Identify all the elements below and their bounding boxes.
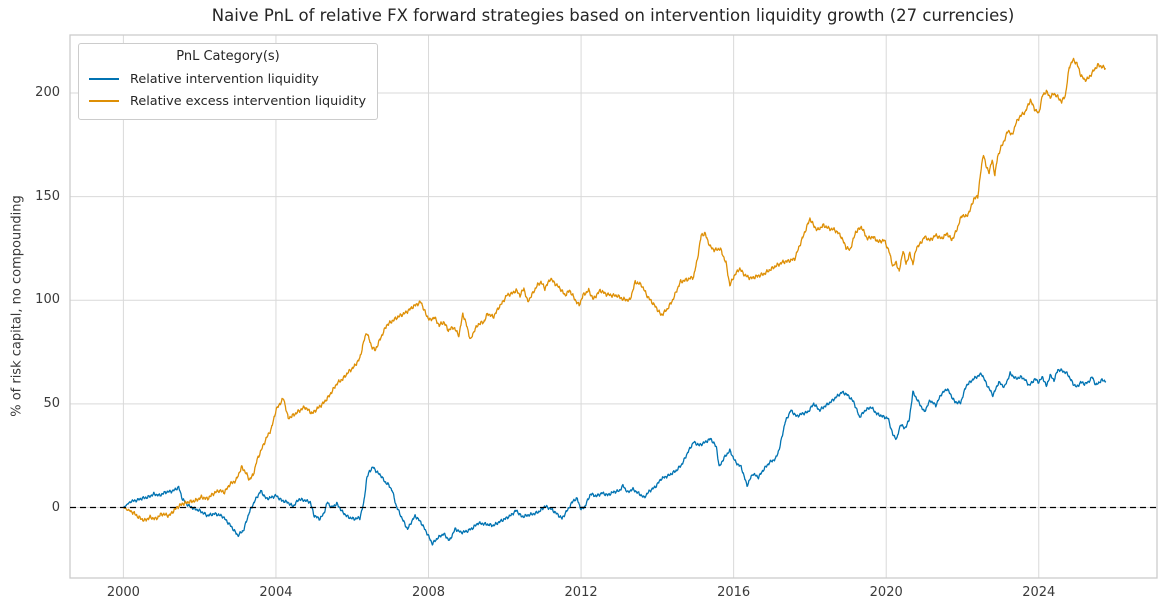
- x-tick-label: 2020: [869, 585, 903, 600]
- x-tick-label: 2008: [411, 585, 446, 600]
- y-tick-label: 200: [35, 85, 60, 101]
- x-tick-label: 2000: [106, 585, 140, 600]
- x-tick-label: 2016: [717, 585, 751, 600]
- legend: PnL Category(s) Relative intervention li…: [78, 43, 378, 120]
- x-tick-label: 2004: [259, 585, 293, 600]
- legend-entry-label: Relative excess intervention liquidity: [130, 93, 367, 109]
- legend-entry: Relative excess intervention liquidity: [89, 90, 367, 112]
- orange-line-swatch-icon: [89, 100, 119, 102]
- legend-entry-label: Relative intervention liquidity: [130, 71, 319, 87]
- x-tick-label: 2024: [1022, 585, 1056, 600]
- y-tick-label: 150: [35, 188, 60, 204]
- blue-line-swatch-icon: [89, 78, 119, 80]
- y-tick-label: 100: [35, 292, 60, 308]
- chart-title: Naive PnL of relative FX forward strateg…: [211, 6, 1015, 25]
- y-tick-label: 0: [51, 499, 60, 515]
- legend-entry: Relative intervention liquidity: [89, 68, 367, 90]
- x-tick-label: 2012: [564, 585, 598, 600]
- y-tick-label: 50: [43, 395, 60, 411]
- legend-title: PnL Category(s): [176, 49, 280, 64]
